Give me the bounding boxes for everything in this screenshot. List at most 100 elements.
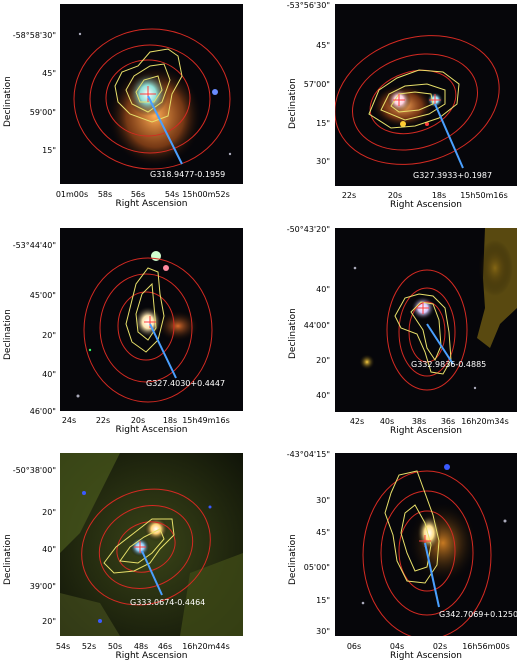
ytick: 15" [42, 146, 56, 155]
ytick: 30" [316, 157, 330, 166]
x-axis-label: Right Ascension [115, 425, 188, 435]
panel-2-image: G327.3933+0.1987 [335, 4, 517, 186]
red-contour [362, 470, 492, 636]
red-contour [351, 53, 479, 151]
red-contour [398, 287, 456, 377]
red-contour [117, 291, 175, 361]
y-axis-label: Declination [3, 76, 13, 127]
xtick: 56s [130, 190, 146, 199]
yellow-contour [114, 48, 183, 123]
source-arrow [147, 95, 183, 165]
ytick: -43°04'15" [286, 450, 330, 459]
yellow-contour [135, 75, 163, 103]
xtick: 52s [81, 642, 97, 651]
source-label: G327.3933+0.1987 [413, 171, 493, 180]
ytick: 59'00" [29, 108, 56, 117]
yellow-contour [400, 504, 432, 572]
ytick: 30" [316, 627, 330, 636]
ytick: 05'00" [303, 563, 330, 572]
xtick: 36s [440, 417, 456, 426]
source-label: G327.4030+0.4447 [146, 379, 226, 388]
x-axis-label: Right Ascension [115, 199, 188, 209]
ytick: 20" [42, 331, 56, 340]
y-axis-label: Declination [3, 534, 13, 585]
xtick: 15h00m52s [182, 190, 230, 199]
source-arrow [141, 550, 163, 596]
red-contour [89, 44, 211, 154]
xtick: 38s [411, 417, 427, 426]
x-axis-label: Right Ascension [390, 651, 462, 661]
xtick: 01m00s [55, 190, 89, 199]
xtick: 15h49m16s [182, 416, 230, 425]
yellow-contour [125, 63, 171, 113]
panel-6-image: G342.7069+0.1250 [335, 453, 517, 636]
ytick: -58°58'30" [12, 31, 56, 40]
x-axis-label: Right Ascension [390, 200, 462, 210]
ytick: 15" [316, 596, 330, 605]
y-axis-label: Declination [3, 309, 13, 360]
xtick: 16h56m00s [462, 642, 510, 651]
yellow-contour [380, 83, 446, 121]
red-contour [398, 510, 456, 592]
xtick: 58s [97, 190, 113, 199]
xtick: 15h50m16s [460, 191, 508, 200]
yellow-contour [119, 528, 165, 564]
red-contour [83, 257, 213, 403]
ytick: 40" [42, 370, 56, 379]
xtick: 24s [61, 416, 77, 425]
red-contour [408, 301, 446, 363]
x-axis-label: Right Ascension [115, 651, 188, 661]
xtick: 46s [157, 642, 173, 651]
xtick: 22s [95, 416, 111, 425]
red-contour [335, 35, 500, 165]
panel-3-image: G327.4030+0.4447 [60, 228, 243, 411]
ytick: -53°44'40" [12, 241, 56, 250]
xtick: 16h20m44s [182, 642, 230, 651]
red-contour [99, 273, 193, 383]
source-arrow [424, 542, 440, 608]
source-label: G342.7069+0.1250 [439, 610, 517, 619]
red-contour [98, 504, 194, 590]
ytick: 45'00" [29, 291, 56, 300]
ytick: 15" [316, 119, 330, 128]
red-contour [380, 490, 474, 616]
source-arrow [149, 323, 177, 379]
xtick: 50s [107, 642, 123, 651]
xtick: 18s [162, 416, 178, 425]
ytick: -50°38'00" [12, 466, 56, 475]
ytick: 45" [316, 41, 330, 50]
red-contour [386, 269, 468, 391]
yellow-contour [103, 518, 175, 574]
xtick: 54s [55, 642, 71, 651]
ytick: 40" [316, 391, 330, 400]
panel-1-image: G318.9477-0.1959 [60, 4, 243, 184]
ytick: 45" [42, 69, 56, 78]
xtick: 40s [379, 417, 395, 426]
ytick: 30" [316, 496, 330, 505]
xtick: 02s [432, 642, 448, 651]
source-arrow [434, 103, 464, 169]
xtick: 42s [349, 417, 365, 426]
y-axis-label: Declination [288, 78, 298, 129]
ytick: 20" [316, 356, 330, 365]
y-axis-label: Declination [288, 534, 298, 585]
red-contour [116, 521, 176, 573]
x-axis-label: Right Ascension [390, 426, 462, 436]
ytick: 45" [316, 528, 330, 537]
ytick: 20" [42, 508, 56, 517]
ytick: 20" [42, 617, 56, 626]
y-axis-label: Declination [288, 308, 298, 359]
xtick: 54s [164, 190, 180, 199]
source-label: G318.9477-0.1959 [150, 170, 226, 179]
yellow-contour [384, 470, 440, 584]
yellow-contour [390, 91, 434, 113]
xtick: 04s [389, 642, 405, 651]
panel-4-image: G332.9836-0.4885 [335, 228, 517, 412]
yellow-contour [125, 267, 165, 353]
source-arrow [426, 323, 454, 365]
ytick: -50°43'20" [286, 225, 330, 234]
ytick: -53°56'30" [286, 1, 330, 10]
xtick: 20s [387, 191, 403, 200]
xtick: 06s [346, 642, 362, 651]
xtick: 48s [133, 642, 149, 651]
